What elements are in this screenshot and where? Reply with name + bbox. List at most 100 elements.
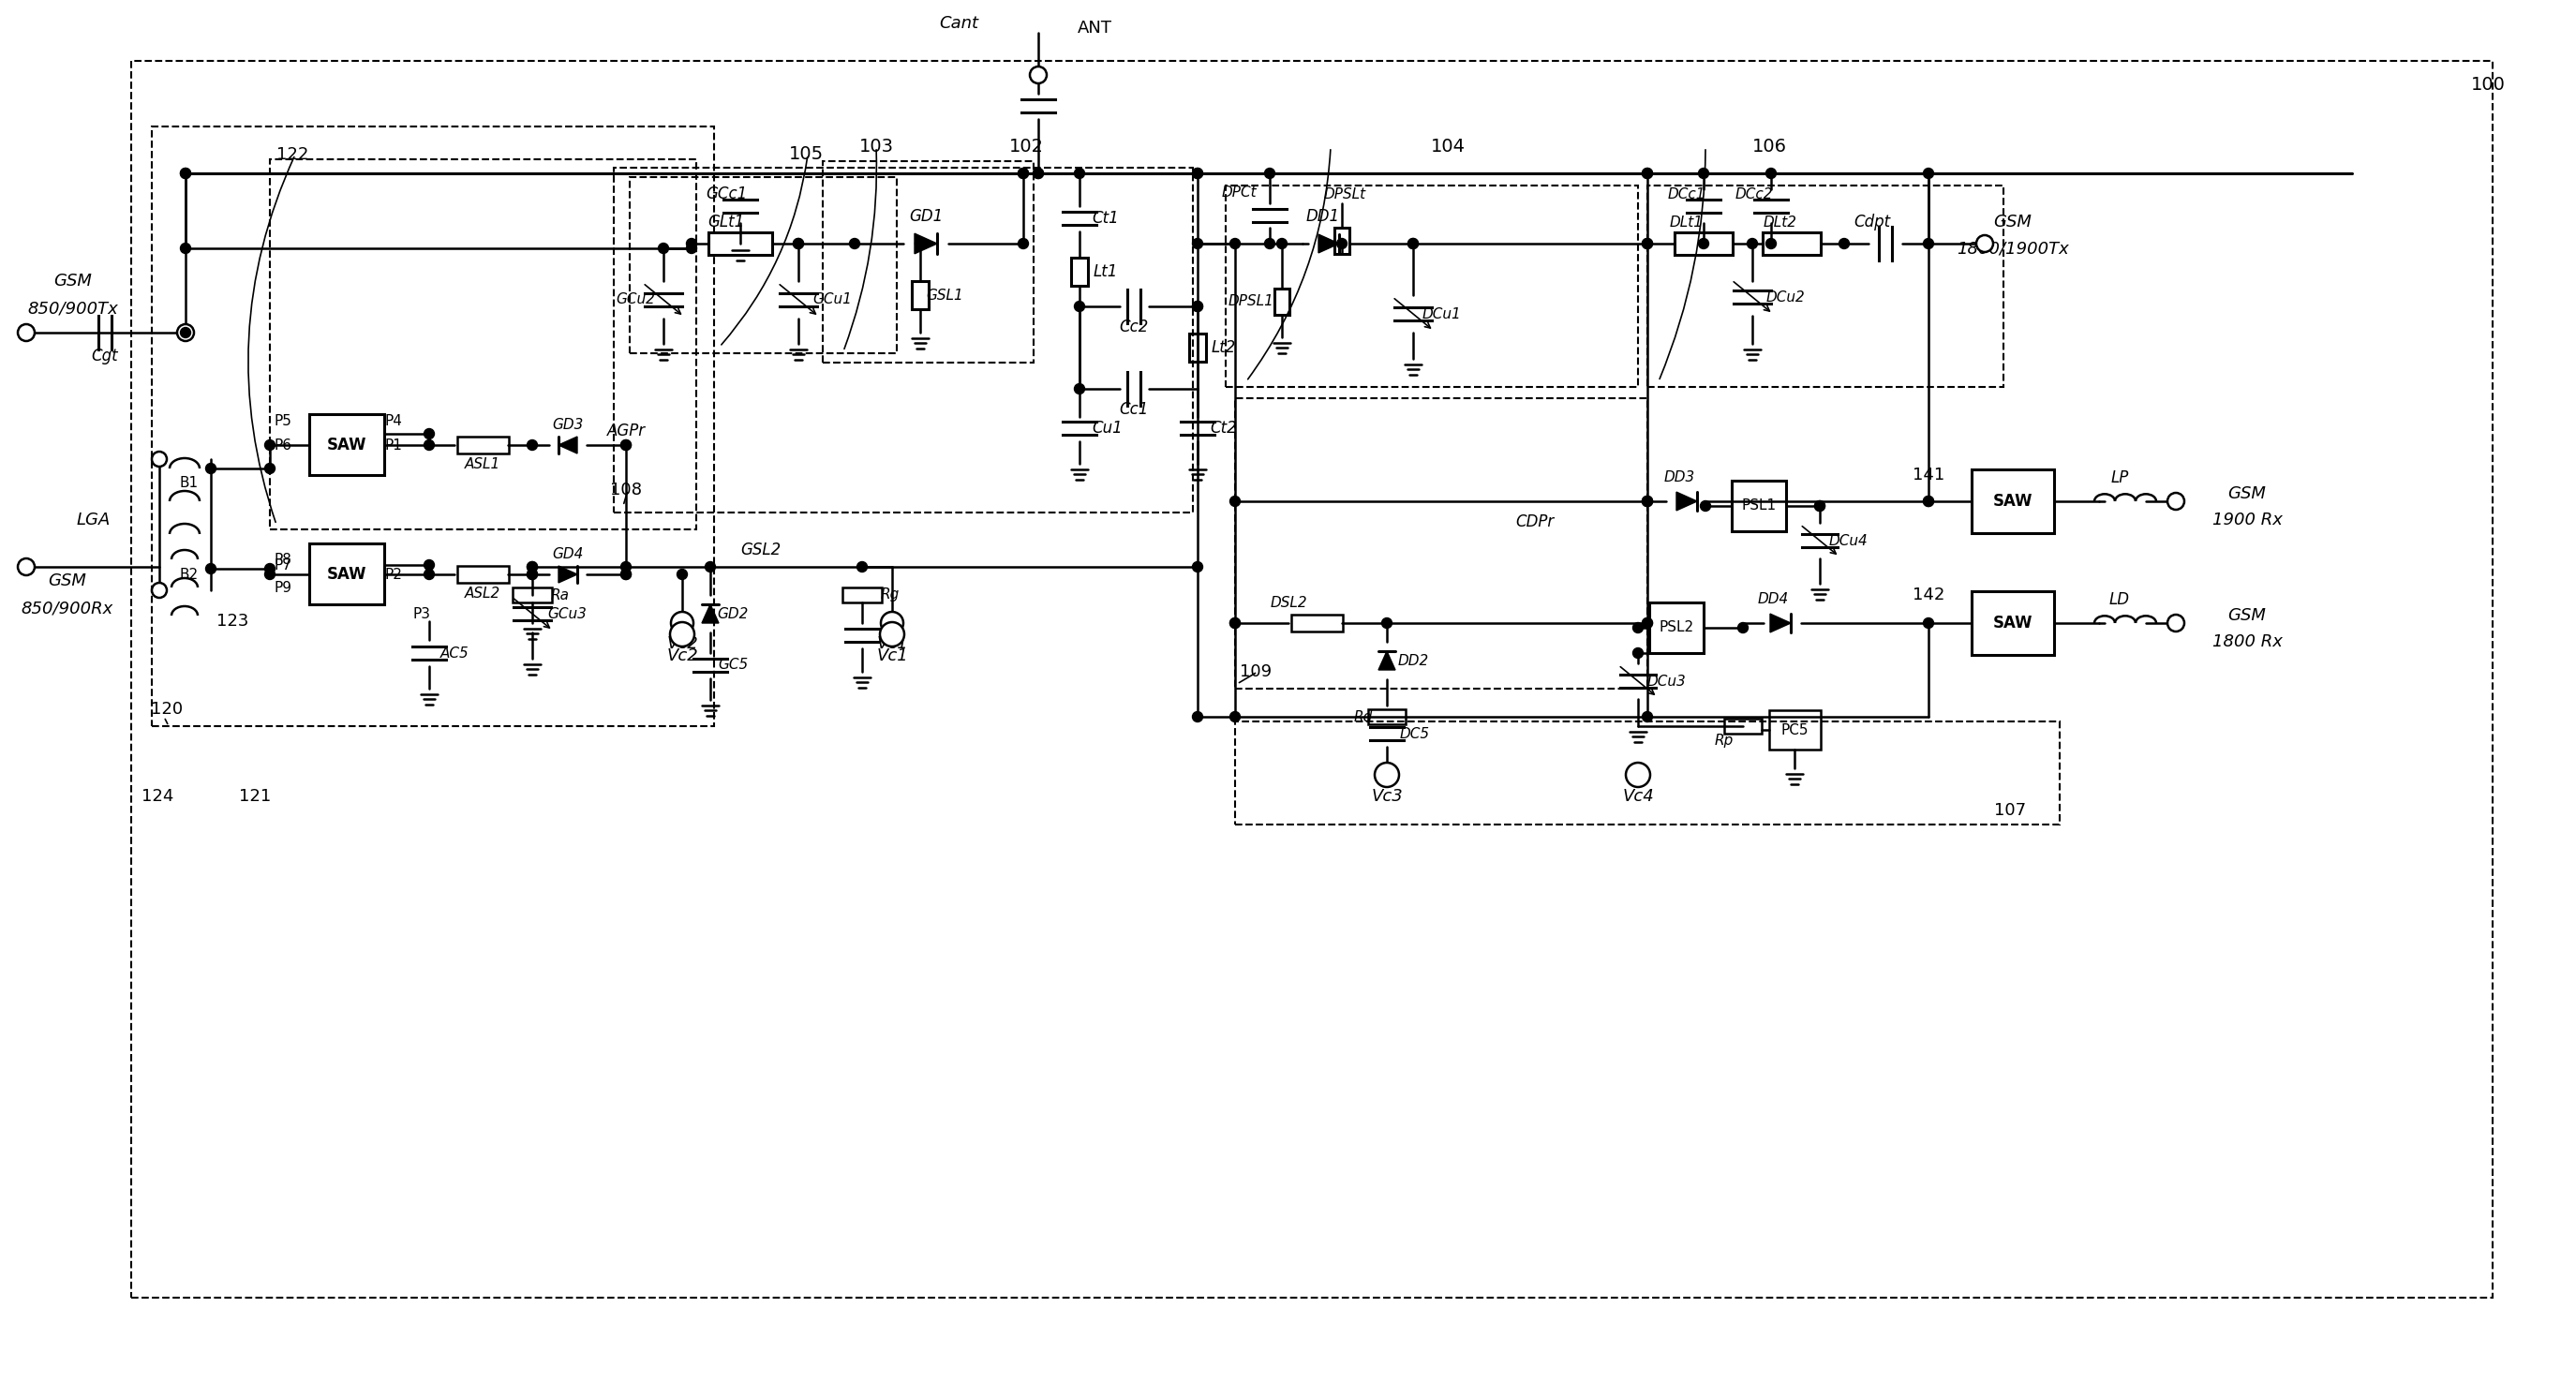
Circle shape <box>685 243 696 253</box>
Circle shape <box>793 239 804 249</box>
Text: SAW: SAW <box>1994 615 2032 632</box>
Circle shape <box>528 569 538 579</box>
Circle shape <box>1193 301 1203 311</box>
Circle shape <box>1409 239 1419 249</box>
Circle shape <box>670 612 693 634</box>
Circle shape <box>1265 239 1275 249</box>
Text: AGPr: AGPr <box>608 423 644 439</box>
Text: 1800/1900Tx: 1800/1900Tx <box>1958 240 2069 257</box>
Text: Lt2: Lt2 <box>1211 339 1236 357</box>
Bar <box>613 167 1193 513</box>
Bar <box>270 159 696 529</box>
Text: GCu1: GCu1 <box>811 293 853 307</box>
Circle shape <box>1625 763 1651 786</box>
Circle shape <box>1376 763 1399 786</box>
Circle shape <box>1976 235 1994 252</box>
Bar <box>1649 603 1703 654</box>
Circle shape <box>1643 712 1654 721</box>
Circle shape <box>1643 496 1654 506</box>
Text: GSM: GSM <box>2228 607 2267 625</box>
Bar <box>1723 719 1762 734</box>
Circle shape <box>1229 618 1239 629</box>
Circle shape <box>265 463 276 474</box>
Text: DPSLt: DPSLt <box>1324 187 1365 200</box>
Circle shape <box>1030 66 1046 83</box>
Circle shape <box>1924 239 1935 249</box>
Text: Ct2: Ct2 <box>1211 420 1236 437</box>
Bar <box>822 162 1033 362</box>
Text: Cc1: Cc1 <box>1118 401 1149 417</box>
Circle shape <box>1643 239 1654 249</box>
Circle shape <box>1739 623 1749 633</box>
Text: LD: LD <box>2110 591 2130 608</box>
Circle shape <box>1193 561 1203 572</box>
Text: GSL1: GSL1 <box>925 287 963 303</box>
Circle shape <box>180 243 191 253</box>
Text: GCc1: GCc1 <box>706 185 747 202</box>
Circle shape <box>2166 493 2184 510</box>
Circle shape <box>621 561 631 572</box>
Circle shape <box>1381 618 1391 629</box>
Text: DD4: DD4 <box>1757 593 1788 607</box>
Bar <box>708 232 773 254</box>
Circle shape <box>1814 500 1824 511</box>
Text: 105: 105 <box>788 145 824 163</box>
Text: Ct1: Ct1 <box>1092 210 1118 227</box>
Text: PSL1: PSL1 <box>1741 499 1777 513</box>
Circle shape <box>1924 169 1935 178</box>
Text: DD1: DD1 <box>1306 209 1340 225</box>
Text: LP: LP <box>2110 470 2128 486</box>
Text: P3: P3 <box>412 607 430 621</box>
Text: SAW: SAW <box>327 437 366 453</box>
Text: Vc3: Vc3 <box>1370 788 1404 804</box>
Text: 123: 123 <box>216 612 247 630</box>
Bar <box>152 127 714 726</box>
Circle shape <box>152 583 167 598</box>
Circle shape <box>1033 169 1043 178</box>
Bar <box>1731 481 1785 531</box>
Circle shape <box>265 439 276 451</box>
Text: 142: 142 <box>1911 586 1945 604</box>
Bar <box>1334 228 1350 254</box>
Circle shape <box>621 439 631 451</box>
Circle shape <box>1074 169 1084 178</box>
Circle shape <box>152 452 167 467</box>
Circle shape <box>1700 500 1710 511</box>
Circle shape <box>1924 618 1935 629</box>
Text: LGA: LGA <box>77 511 111 528</box>
Text: Rd: Rd <box>1355 710 1373 724</box>
Circle shape <box>265 564 276 574</box>
Circle shape <box>1229 618 1239 629</box>
Bar <box>309 543 384 604</box>
Text: Vc1: Vc1 <box>876 647 907 665</box>
Polygon shape <box>559 437 577 453</box>
Text: DCu4: DCu4 <box>1829 533 1868 547</box>
Circle shape <box>180 169 191 178</box>
Circle shape <box>706 561 716 572</box>
Text: B1: B1 <box>180 475 198 489</box>
Circle shape <box>881 612 904 634</box>
Text: 124: 124 <box>142 788 173 804</box>
Text: P7: P7 <box>273 558 291 572</box>
Circle shape <box>1193 169 1203 178</box>
Bar <box>1190 333 1206 362</box>
Text: GSM: GSM <box>1994 214 2032 231</box>
Text: DD3: DD3 <box>1664 471 1695 485</box>
Bar <box>513 587 551 603</box>
Circle shape <box>1924 496 1935 506</box>
Circle shape <box>528 561 538 572</box>
Bar <box>459 565 510 583</box>
Circle shape <box>180 328 191 337</box>
Polygon shape <box>701 604 719 623</box>
Text: GC5: GC5 <box>719 658 747 672</box>
Text: Vc4: Vc4 <box>1623 788 1654 804</box>
Circle shape <box>1643 496 1654 506</box>
Circle shape <box>180 169 191 178</box>
Circle shape <box>425 560 435 571</box>
Text: Vc2: Vc2 <box>667 647 698 665</box>
Polygon shape <box>1677 492 1698 510</box>
Circle shape <box>1643 169 1654 178</box>
Text: GSM: GSM <box>54 272 93 289</box>
Circle shape <box>677 569 688 579</box>
Bar <box>912 281 927 310</box>
